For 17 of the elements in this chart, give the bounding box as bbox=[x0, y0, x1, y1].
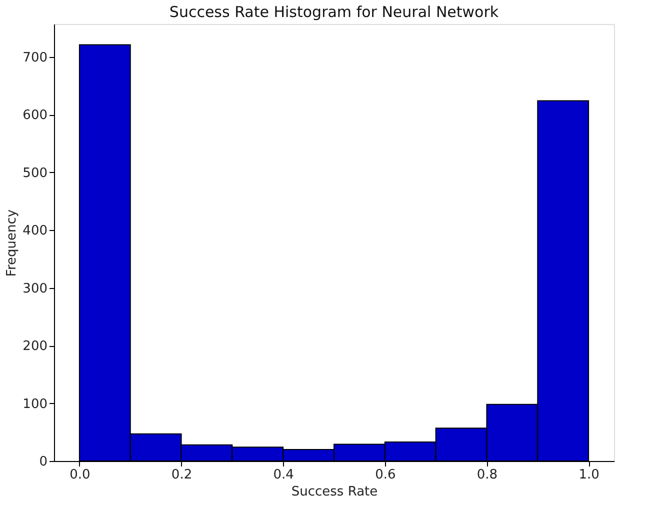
y-axis-title: Frequency bbox=[4, 209, 20, 277]
x-tick-label: 1.0 bbox=[578, 468, 600, 482]
y-tick-label: 300 bbox=[22, 281, 48, 296]
y-tick-label: 0 bbox=[39, 454, 48, 470]
x-tick-label: 0.0 bbox=[70, 468, 90, 482]
x-axis-title: Success Rate bbox=[291, 484, 378, 500]
x-tick-label: 0.4 bbox=[273, 468, 294, 482]
y-tick-label: 600 bbox=[22, 108, 48, 124]
y-tick-label: 400 bbox=[22, 224, 48, 239]
x-tick-label: 0.6 bbox=[375, 468, 396, 482]
y-tick-label: 700 bbox=[22, 50, 48, 66]
chart-title: Success Rate Histogram for Neural Network bbox=[169, 3, 499, 21]
y-tick-label: 500 bbox=[22, 166, 48, 181]
x-tick-label: 0.2 bbox=[171, 468, 192, 482]
x-tick-label: 0.8 bbox=[476, 468, 498, 482]
y-tick-label: 100 bbox=[22, 396, 48, 412]
y-tick-label: 200 bbox=[22, 339, 48, 354]
